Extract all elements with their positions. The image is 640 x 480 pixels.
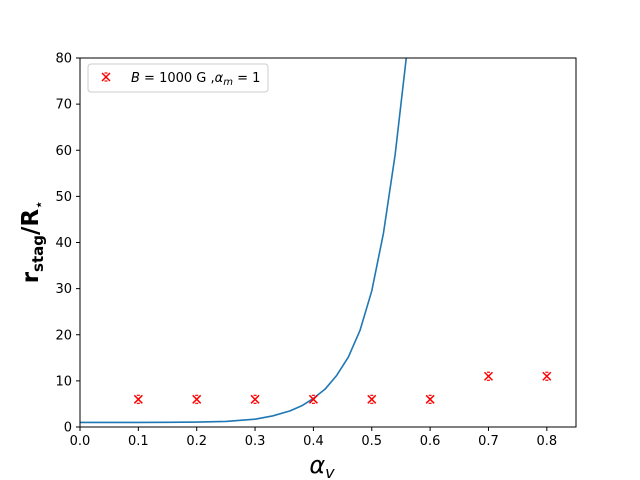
x-tick-label: 0.0 xyxy=(70,434,91,449)
x-tick-label: 0.2 xyxy=(186,434,207,449)
legend-label-value: = 1000 G , xyxy=(140,71,215,86)
data-point xyxy=(425,394,435,404)
y-axis-label-subscript: stag xyxy=(29,235,47,272)
x-tick-label: 0.4 xyxy=(303,434,324,449)
legend-label-alpha-subscript: m xyxy=(223,77,233,88)
marker-stroke xyxy=(542,371,552,381)
x-tick-label: 0.1 xyxy=(128,434,149,449)
y-tick-label: 30 xyxy=(55,282,72,297)
legend: B = 1000 G ,αm = 1 xyxy=(87,63,269,93)
legend-label-alpha: α xyxy=(215,71,224,86)
data-point xyxy=(192,394,202,404)
y-tick-label: 80 xyxy=(55,52,72,67)
y-axis-label-star: ⋆ xyxy=(32,201,47,209)
data-point xyxy=(250,394,260,404)
marker-stroke xyxy=(308,394,318,404)
y-tick-label: 20 xyxy=(55,328,72,343)
legend-box xyxy=(87,63,269,93)
y-tick-label: 50 xyxy=(55,190,72,205)
x-tick-label: 0.8 xyxy=(536,434,557,449)
y-axis-ticks: 0 10 20 30 40 50 60 70 80 xyxy=(55,52,80,436)
marker-stroke xyxy=(101,72,111,82)
marker-stroke xyxy=(483,371,494,381)
y-axis-label-main: r xyxy=(18,271,44,283)
legend-label-alpha-value: = 1 xyxy=(233,71,260,86)
y-tick-label: 10 xyxy=(55,374,72,389)
marker-stroke xyxy=(250,394,260,404)
x-tick-label: 0.7 xyxy=(478,434,499,449)
y-tick-label: 70 xyxy=(55,98,72,113)
data-point xyxy=(308,394,318,404)
marker-stroke xyxy=(425,394,435,404)
data-point xyxy=(542,371,552,381)
data-point xyxy=(367,394,377,404)
x-axis-label-symbol: α xyxy=(309,451,325,479)
legend-label-b: B xyxy=(131,71,140,86)
data-point xyxy=(483,371,494,381)
x-tick-label: 0.3 xyxy=(245,434,266,449)
series-line xyxy=(80,58,408,424)
plot-area xyxy=(80,58,552,424)
data-point xyxy=(133,394,143,404)
x-axis-label-subscript: v xyxy=(325,463,335,480)
x-axis-ticks: 0.0 0.1 0.2 0.3 0.4 0.5 0.6 0.7 0.8 xyxy=(70,427,557,449)
marker-stroke xyxy=(133,394,143,404)
y-axis-label: rstag/R⋆ xyxy=(18,201,47,284)
legend-marker-x xyxy=(101,72,111,82)
legend-label: B = 1000 G ,αm = 1 xyxy=(131,71,260,88)
marker-stroke xyxy=(192,394,202,404)
y-tick-label: 40 xyxy=(55,236,72,251)
y-axis-label-tail: /R xyxy=(18,209,44,235)
legend-marker-x-shape xyxy=(101,72,111,82)
marker-stroke xyxy=(367,394,377,404)
x-tick-label: 0.5 xyxy=(361,434,382,449)
x-axis-label: αv xyxy=(309,451,335,480)
y-tick-label: 60 xyxy=(55,144,72,159)
y-tick-label: 0 xyxy=(64,421,72,436)
x-tick-label: 0.6 xyxy=(420,434,441,449)
